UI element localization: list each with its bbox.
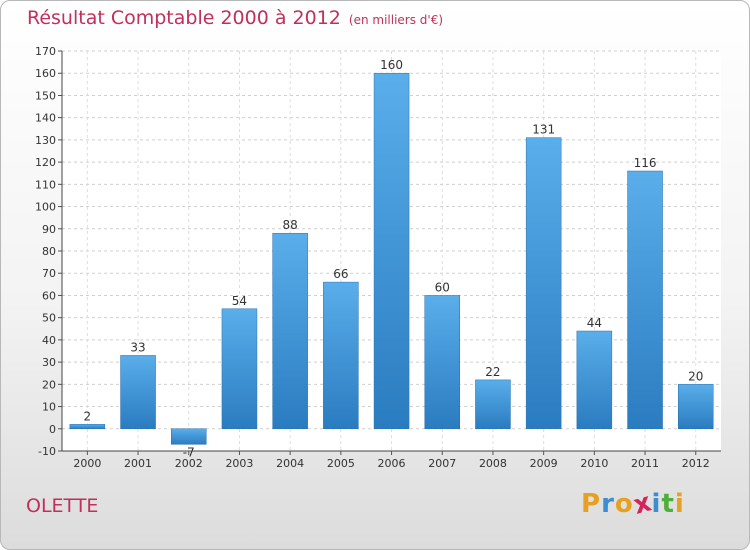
y-tick-label: 30	[42, 356, 56, 369]
logo-letter: i	[651, 489, 662, 519]
data-label-2008: 22	[485, 365, 500, 379]
x-tick-label-2008: 2008	[479, 457, 507, 470]
x-tick-label-2000: 2000	[73, 457, 101, 470]
x-tick-label-2006: 2006	[378, 457, 406, 470]
x-tick-label-2011: 2011	[631, 457, 659, 470]
y-tick-label: 70	[42, 267, 56, 280]
bar-2005	[323, 281, 359, 430]
data-label-2001: 33	[130, 340, 145, 354]
chart-title: Résultat Comptable 2000 à 2012 (en millie…	[27, 7, 443, 29]
logo-letter: t	[661, 489, 675, 519]
x-tick-label-2012: 2012	[682, 457, 710, 470]
y-tick-label: 150	[35, 89, 56, 102]
data-label-2005: 66	[333, 267, 348, 281]
bar-2010	[576, 330, 613, 430]
x-tick-label-2001: 2001	[124, 457, 152, 470]
y-tick-label: 160	[35, 67, 56, 80]
y-tick-label: 60	[42, 289, 56, 302]
y-tick-label: 50	[42, 312, 56, 325]
y-tick-label: 120	[35, 156, 56, 169]
proxiti-logo: Proxiti	[581, 487, 685, 521]
x-tick-label-2007: 2007	[428, 457, 456, 470]
bar-2000	[69, 424, 106, 430]
bar-2012	[678, 384, 714, 430]
data-label-2003: 54	[232, 294, 247, 308]
bar-2007	[424, 295, 460, 430]
logo-letter: r	[601, 489, 615, 519]
bar-2002	[171, 428, 207, 445]
bar-2003	[221, 308, 258, 430]
bar-2011	[627, 170, 663, 430]
y-tick-label: 0	[49, 423, 56, 436]
bar-2008	[475, 379, 511, 430]
bar-2009	[525, 137, 562, 430]
data-label-2009: 131	[532, 123, 555, 137]
data-label-2012: 20	[688, 369, 703, 383]
x-tick-label-2009: 2009	[530, 457, 558, 470]
y-tick-label: 100	[35, 201, 56, 214]
data-label-2007: 60	[435, 280, 450, 294]
y-tick-label: 20	[42, 378, 56, 391]
y-tick-label: 90	[42, 223, 56, 236]
logo-letter: P	[581, 489, 602, 519]
y-tick-label: 80	[42, 245, 56, 258]
x-tick-label-2010: 2010	[580, 457, 608, 470]
x-tick-label-2004: 2004	[276, 457, 304, 470]
data-label-2011: 116	[634, 156, 657, 170]
x-tick-label-2005: 2005	[327, 457, 355, 470]
data-label-2006: 160	[380, 58, 403, 72]
logo-letter: o	[614, 489, 634, 519]
commune-name: OLETTE	[26, 495, 99, 517]
y-tick-label: 130	[35, 134, 56, 147]
data-label-2004: 88	[283, 218, 298, 232]
x-tick-label-2003: 2003	[225, 457, 253, 470]
bar-2006	[373, 72, 410, 430]
y-tick-label: -10	[38, 445, 56, 458]
chart-subtitle: (en milliers d'€)	[348, 13, 444, 27]
bar-2001	[120, 355, 156, 430]
bar-2004	[272, 232, 308, 430]
y-tick-label: 10	[42, 401, 56, 414]
y-tick-label: 110	[35, 178, 56, 191]
y-tick-label: 40	[42, 334, 56, 347]
data-label-2000: 2	[84, 409, 92, 423]
x-tick-label-2002: 2002	[175, 457, 203, 470]
chart-title-text: Résultat Comptable 2000 à 2012	[27, 7, 341, 29]
y-tick-label: 170	[35, 45, 56, 58]
data-label-2010: 44	[587, 316, 602, 330]
logo-letter: i	[674, 489, 685, 519]
y-tick-label: 140	[35, 112, 56, 125]
